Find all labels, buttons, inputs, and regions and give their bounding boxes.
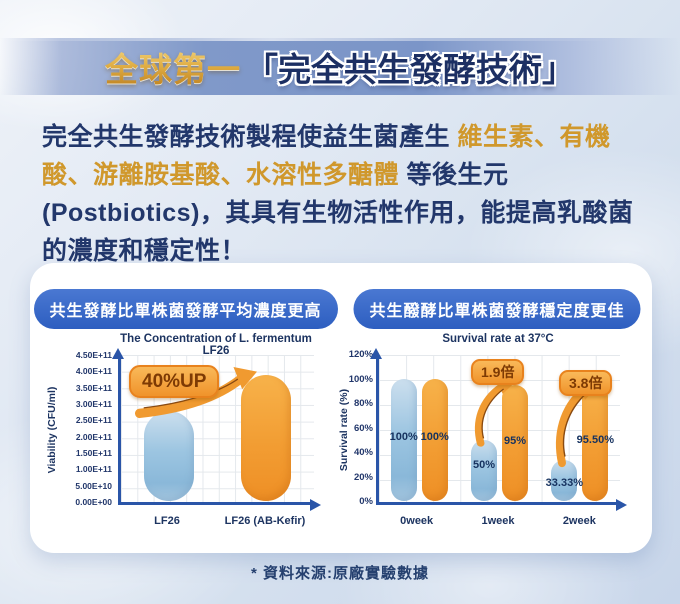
bar-value-label: 95% bbox=[503, 434, 527, 447]
y-axis-label: Viability (CFU/ml) bbox=[46, 386, 58, 474]
multiplier-badge: 3.8倍 bbox=[559, 370, 613, 396]
chart-title: The Concentration of L. fermentum LF26 bbox=[120, 333, 312, 357]
plot-area: 1.9倍 3.8倍 100% 50% 33.33% 100% 95% 95.50% bbox=[370, 348, 627, 511]
bar-1week bbox=[502, 384, 528, 501]
y-tick-label: 60% bbox=[353, 422, 373, 434]
percent-up-badge: 40%UP bbox=[129, 365, 220, 398]
title-banner: 全球第一 「完全共生發酵技術」 bbox=[0, 38, 680, 95]
y-tick-label: 120% bbox=[348, 349, 373, 360]
survival-chart: 共生醱酵比單株菌發酵穩定度更佳 Survival rate at 37°C Su… bbox=[338, 263, 652, 553]
data-source-note: * 資料來源:原廠實驗數據 bbox=[250, 565, 429, 582]
y-tick-label: 2.00E+11 bbox=[75, 431, 112, 442]
y-axis-ticks: 4.50E+11 4.00E+11 3.50E+11 3.00E+11 2.50E+11… bbox=[60, 350, 112, 507]
x-category-label: 2week bbox=[562, 515, 596, 527]
bar-1week bbox=[471, 439, 497, 501]
x-axis-labels: LF26 LF26 (AB-Kefir) bbox=[118, 515, 314, 533]
bar-value-label: 100% bbox=[389, 430, 418, 443]
bar-value-label: 33.33% bbox=[545, 477, 583, 490]
y-tick-label: 80% bbox=[353, 398, 373, 409]
bar-value-label: 50% bbox=[472, 458, 496, 471]
y-tick-label: 1.50E+11 bbox=[75, 448, 112, 458]
x-category-label: 1week bbox=[481, 515, 515, 527]
plot-area: 40%UP bbox=[112, 348, 321, 511]
y-tick-label: 0.00E+00 bbox=[75, 497, 112, 507]
y-tick-label: 20% bbox=[353, 471, 373, 483]
bar-2week bbox=[551, 460, 578, 501]
intro-segment: 等後生元(Postbiotics)，其具有生物活性作用，能提高乳酸菌的濃度和穩定… bbox=[42, 161, 634, 265]
x-category-label: LF26 bbox=[154, 515, 180, 527]
y-tick-label: 4.50E+11 bbox=[75, 350, 112, 360]
bar-LF26 (AB-Kefir) bbox=[240, 375, 291, 501]
bar-value-label: 95.50% bbox=[576, 434, 614, 447]
y-tick-label: 1.00E+11 bbox=[75, 464, 112, 475]
y-tick-label: 100% bbox=[348, 373, 373, 385]
banner-highlight-text: 全球第一 bbox=[105, 43, 241, 91]
intro-segment: 完全共生發酵技術製程使益生菌產生 bbox=[42, 123, 458, 151]
y-axis-ticks: 120% 100% 80% 60% 40% 20% 0% bbox=[346, 350, 373, 507]
charts-card: 共生發酵比單株菌發酵平均濃度更高 The Concentration of L.… bbox=[30, 263, 652, 553]
chart-title: Survival rate at 37°C bbox=[442, 333, 554, 345]
x-axis-labels: 0week 1week 2week bbox=[376, 515, 620, 533]
y-tick-label: 4.00E+11 bbox=[75, 366, 112, 377]
y-tick-label: 3.00E+11 bbox=[75, 399, 112, 409]
bar-value-label: 100% bbox=[420, 430, 449, 443]
bar-LF26 bbox=[144, 411, 195, 501]
bar-0week bbox=[421, 378, 448, 501]
bar-2week bbox=[582, 384, 609, 501]
intro-highlight-segment: 維生素、有機酸、游離胺基酸、水溶性多醣體 bbox=[42, 123, 611, 189]
concentration-chart: 共生發酵比單株菌發酵平均濃度更高 The Concentration of L.… bbox=[30, 263, 341, 553]
y-tick-label: 2.50E+11 bbox=[75, 415, 112, 426]
bar-0week bbox=[390, 378, 417, 501]
y-tick-label: 40% bbox=[353, 447, 373, 458]
multiplier-badge: 1.9倍 bbox=[471, 359, 525, 385]
chart-header-badge: 共生醱酵比單株菌發酵穩定度更佳 bbox=[353, 289, 641, 329]
banner-title-text: 「完全共生發酵技術」 bbox=[245, 50, 575, 88]
x-category-label: 0week bbox=[400, 515, 434, 527]
y-tick-label: 5.00E+10 bbox=[75, 480, 112, 491]
intro-paragraph: 完全共生發酵技術製程使益生菌產生 維生素、有機酸、游離胺基酸、水溶性多醣體 等後… bbox=[42, 118, 642, 270]
y-tick-label: 3.50E+11 bbox=[75, 382, 112, 393]
chart-header-badge: 共生發酵比單株菌發酵平均濃度更高 bbox=[33, 289, 338, 329]
y-tick-label: 0% bbox=[359, 496, 373, 507]
x-category-label: LF26 (AB-Kefir) bbox=[224, 515, 306, 527]
